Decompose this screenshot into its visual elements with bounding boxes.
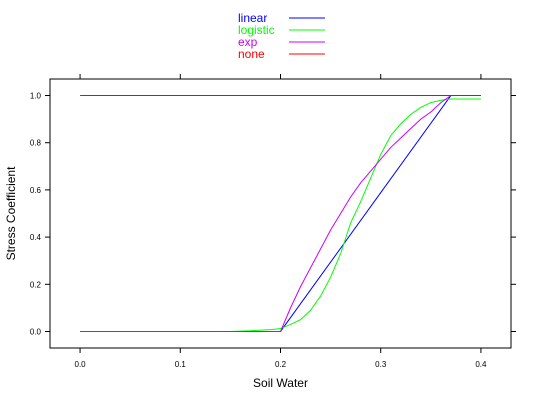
series-line-linear <box>80 95 481 332</box>
y-tick-label: 1.0 <box>30 92 42 101</box>
axes: 0.0 0.1 0.2 0.3 0.4 0.0 0.2 0.4 0.6 0.8 1.0 Soil Wa… <box>4 74 516 390</box>
y-tick-label: 0.0 <box>30 327 42 336</box>
x-tick-label: 0.4 <box>475 360 487 369</box>
x-tick-label: 0.1 <box>175 360 187 369</box>
series-line-logistic <box>80 98 481 332</box>
x-tick-label: 0.3 <box>375 360 387 369</box>
legend-label-linear: linear <box>238 11 267 25</box>
legend-label-exp: exp <box>238 35 258 49</box>
legend-label-none: none <box>238 47 265 61</box>
x-axis-title: Soil Water <box>253 376 308 390</box>
x-tick-label: 0.2 <box>275 360 287 369</box>
legend-label-logistic: logistic <box>238 23 275 37</box>
x-tick-label: 0.0 <box>75 360 87 369</box>
y-axis-title: Stress Coefficient <box>4 166 18 260</box>
y-tick-label: 0.4 <box>30 233 42 242</box>
y-tick-label: 0.8 <box>30 139 42 148</box>
series-line-exp <box>80 95 481 332</box>
y-tick-label: 0.2 <box>30 280 42 289</box>
y-tick-label: 0.6 <box>30 186 42 195</box>
plot-area <box>80 95 481 332</box>
plot-frame <box>49 78 512 349</box>
